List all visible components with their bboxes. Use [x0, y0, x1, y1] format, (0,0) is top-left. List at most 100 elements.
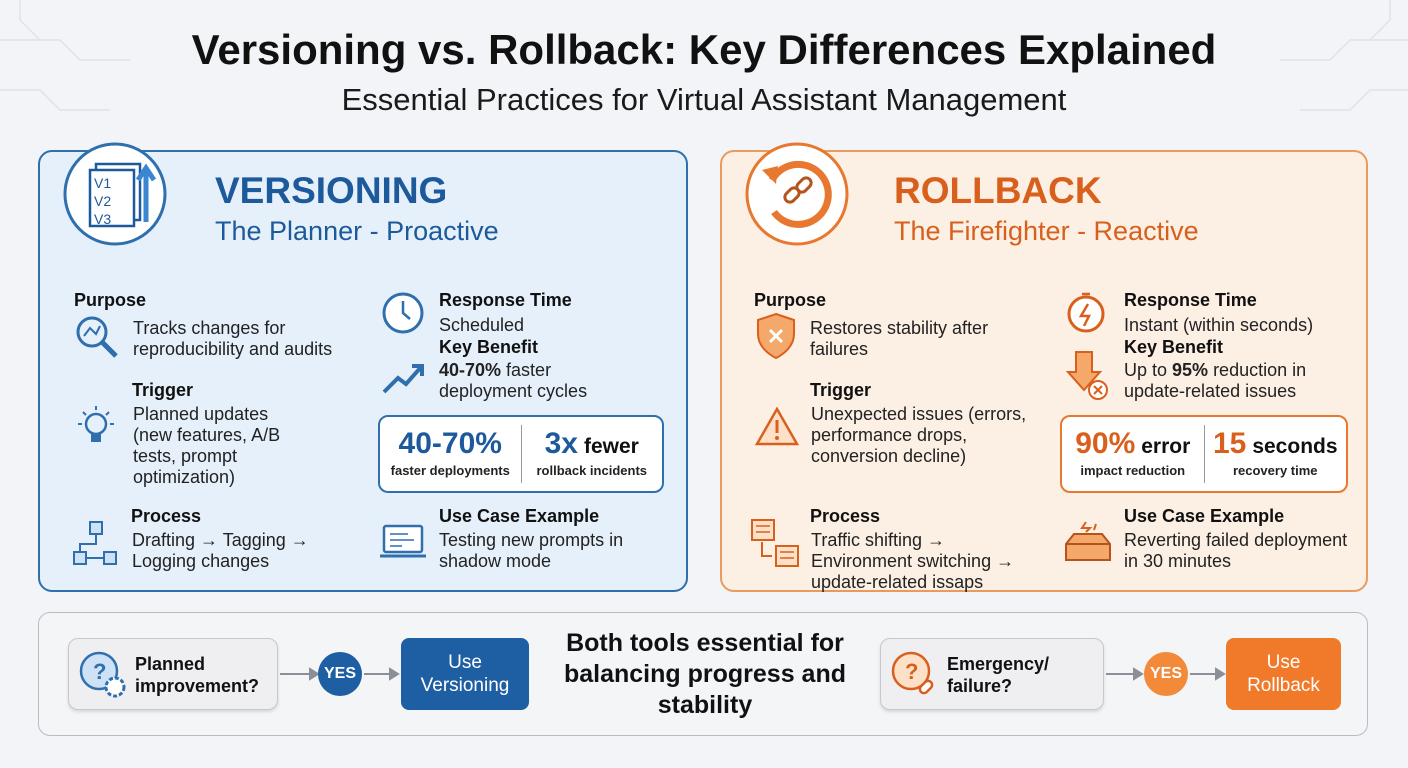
stat-value-line: 15 seconds [1205, 427, 1347, 461]
icon-shape [389, 667, 400, 681]
stat-caption: rollback incidents [536, 463, 648, 478]
key-benefit-text: 40-70% faster deployment cycles [439, 360, 629, 402]
icon-shape [1080, 521, 1097, 533]
use-case-icon [380, 524, 426, 558]
icon-shape [1369, 0, 1391, 41]
icon-shape [91, 434, 101, 442]
stat-caption: recovery time [1232, 463, 1318, 478]
title: Versioning vs. Rollback: Key Differences… [191, 26, 1217, 73]
stats-box: 40-70% faster deployments 3x fewer rollback … [378, 415, 664, 493]
summary-text: Both tools essential for balancing progr… [563, 629, 846, 719]
question-box: ? Emergency/ failure? [880, 638, 1104, 710]
icon-shape [775, 436, 779, 440]
stat-value: 40-70% [398, 427, 502, 460]
icon-shape [775, 545, 799, 567]
icon-shape [1078, 292, 1092, 327]
trigger-text: Unexpected issues (errors, performance d… [811, 404, 1027, 466]
stat-value-line: 90% error [1062, 427, 1204, 461]
icon-shape [309, 667, 320, 681]
icon-shape [1065, 533, 1111, 561]
benefit-text: faster deployment cycles [439, 360, 588, 401]
response-time-text: Scheduled [439, 315, 525, 335]
icon-shape [1280, 39, 1408, 61]
panel-subtitle: The Firefighter - Reactive [894, 216, 1199, 246]
icon-shape [0, 89, 110, 111]
icon-shape [79, 534, 104, 559]
stat-caption: impact reduction [1080, 463, 1186, 478]
icon-shape [382, 364, 424, 394]
benefit-emphasis: 95% [1172, 360, 1209, 380]
icon-shape [1133, 667, 1144, 681]
benefit-text: Up to [1124, 360, 1173, 380]
icon-label: V2 [94, 193, 111, 209]
icon-shape [1066, 351, 1103, 392]
stat-value-line: 40-70% [380, 427, 521, 461]
key-benefit-label: Key Benefit [439, 337, 539, 357]
key-benefit-text: Up to 95% reduction in update-related is… [1124, 360, 1334, 402]
icon-shape [0, 0, 1408, 111]
purpose-text: Restores stability after failures [810, 318, 989, 359]
icon-shape [0, 39, 130, 61]
icon-shape [1093, 385, 1103, 395]
stat: 3x fewer rollback incidents [520, 425, 663, 483]
response-time-icon [1067, 292, 1105, 333]
stat-unit: error [1141, 435, 1191, 458]
icon-shape [382, 524, 424, 554]
subtitle: Essential Practices for Virtual Assistan… [341, 82, 1067, 117]
trigger-icon [754, 406, 800, 446]
use-case-text: Reverting failed deployment in 30 minute… [1124, 530, 1348, 571]
icon-shape [761, 542, 772, 557]
versioning-panel: V1 V2 V3 VERSIONING The Planner - Proacti… [38, 142, 688, 592]
icon-shape [76, 316, 108, 348]
versioning-icon: V1 V2 V3 [63, 142, 167, 246]
question-text: Planned improvement? [135, 654, 260, 696]
icon-shape [1215, 667, 1226, 681]
use-case-label: Use Case Example [439, 506, 600, 526]
yes-badge: YES [318, 652, 362, 696]
benefit-text: reduction in update-related issues [1124, 360, 1307, 401]
icon-shape [103, 551, 117, 565]
stat-value: 15 [1212, 427, 1247, 460]
response-time-icon [382, 292, 424, 334]
stat: 15 seconds recovery time [1203, 425, 1347, 483]
action-box: Use Rollback [1226, 638, 1341, 710]
stat-value-line: 3x fewer [522, 427, 663, 461]
icon-shape [89, 521, 103, 535]
icon-shape: ? [905, 659, 918, 684]
process-text: Traffic shifting → Environment switching… [811, 530, 1015, 592]
question-icon: ? [891, 651, 934, 695]
response-time-label: Response Time [1124, 290, 1257, 310]
question-box: ? Planned improvement? [68, 638, 278, 710]
icon-shape [751, 519, 775, 541]
stat-value: 3x [544, 427, 578, 460]
trigger-text: Planned updates (new features, A/B tests… [133, 404, 281, 487]
icon-shape [762, 166, 778, 184]
icon-shape [84, 412, 108, 436]
icon-shape [135, 163, 157, 222]
use-case-icon [1065, 521, 1111, 561]
benefit-icon [382, 364, 424, 394]
purpose-icon [76, 316, 118, 358]
icon-shape [79, 651, 119, 691]
yes-badge: YES [1144, 652, 1188, 696]
panel-subtitle: The Planner - Proactive [215, 216, 499, 246]
response-time-label: Response Time [439, 290, 572, 310]
trigger-icon [78, 406, 114, 442]
icon-shape [401, 301, 411, 320]
icon-shape [78, 406, 114, 425]
icon-shape [768, 160, 832, 228]
process-icon [751, 519, 799, 567]
purpose-text: Tracks changes for reproducibility and a… [133, 318, 333, 359]
icon-shape [19, 0, 41, 41]
stat: 40-70% faster deployments [380, 417, 521, 491]
icon-shape [100, 340, 118, 358]
purpose-icon [757, 312, 795, 360]
icon-shape [104, 676, 126, 698]
question-text: Emergency/ failure? [947, 654, 1050, 696]
stat-unit: seconds [1252, 435, 1338, 458]
trigger-label: Trigger [132, 380, 194, 400]
circuit-background [0, 0, 1408, 111]
rollback-icon [745, 142, 849, 246]
process-icon [73, 521, 117, 565]
